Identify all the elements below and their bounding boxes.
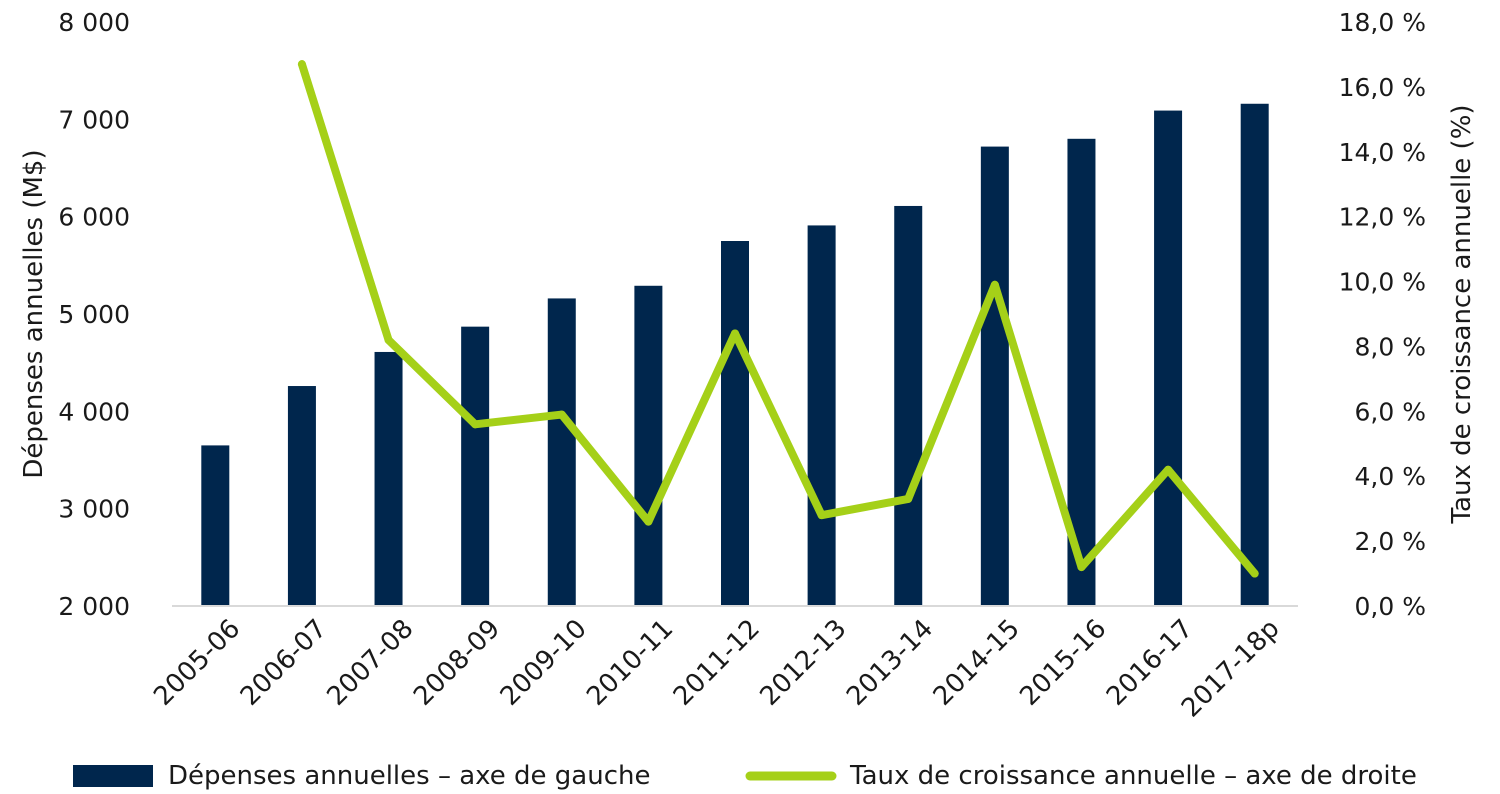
bar-2009-10 <box>547 298 576 606</box>
right-tick-label: 2,0 % <box>1355 527 1426 556</box>
right-axis-title: Taux de croissance annuelle (%) <box>1447 104 1477 524</box>
right-tick-label: 4,0 % <box>1355 462 1426 491</box>
growth-point-2012-13 <box>817 511 826 520</box>
left-tick-label: 4 000 <box>58 397 130 426</box>
x-tick-label: 2006-07 <box>235 614 333 712</box>
legend-bar-swatch <box>73 765 153 787</box>
x-tick-label: 2010-11 <box>581 614 679 712</box>
bar-2010-11 <box>634 285 663 606</box>
x-tick-label: 2009-10 <box>495 614 593 712</box>
left-tick-label: 7 000 <box>58 105 130 134</box>
bar-2013-14 <box>894 205 923 606</box>
x-tick-label: 2007-08 <box>321 614 419 712</box>
right-tick-label: 6,0 % <box>1355 397 1426 426</box>
bar-2007-08 <box>374 351 403 606</box>
right-tick-label: 0,0 % <box>1355 592 1426 621</box>
x-axis-ticks: 2005-062006-072007-082008-092009-102010-… <box>148 614 1285 724</box>
growth-point-2011-12 <box>731 329 739 338</box>
bar-2011-12 <box>721 241 749 606</box>
bar-2008-09 <box>461 326 490 606</box>
growth-point-2006-07 <box>297 60 306 69</box>
right-tick-label: 12,0 % <box>1339 203 1426 232</box>
right-tick-label: 8,0 % <box>1355 332 1426 361</box>
left-axis-title: Dépenses annuelles (M$) <box>19 149 49 478</box>
bar-2017-18p <box>1240 103 1269 606</box>
growth-line-layer <box>297 60 1259 578</box>
left-tick-label: 5 000 <box>58 300 130 329</box>
right-tick-label: 10,0 % <box>1339 268 1426 297</box>
x-tick-label: 2015-16 <box>1014 614 1112 712</box>
bar-2012-13 <box>807 225 836 606</box>
x-tick-label: 2008-09 <box>408 614 506 712</box>
growth-point-2015-16 <box>1077 563 1086 572</box>
growth-point-2016-17 <box>1164 465 1173 474</box>
x-tick-label: 2012-13 <box>755 614 853 712</box>
x-tick-label: 2013-14 <box>841 614 939 712</box>
bar-2005-06 <box>201 445 230 606</box>
legend-bar-label: Dépenses annuelles – axe de gauche <box>168 761 650 791</box>
bar-2006-07 <box>287 386 316 606</box>
growth-point-2017-18p <box>1250 569 1259 578</box>
left-tick-label: 6 000 <box>58 203 130 232</box>
growth-point-2008-09 <box>471 420 480 429</box>
right-tick-label: 18,0 % <box>1339 8 1426 37</box>
x-tick-label: 2011-12 <box>668 614 766 712</box>
legend: Dépenses annuelles – axe de gauche Taux … <box>73 761 1417 791</box>
growth-point-2014-15 <box>990 280 999 289</box>
x-tick-label: 2005-06 <box>148 614 246 712</box>
growth-point-2009-10 <box>557 410 566 419</box>
growth-point-2013-14 <box>904 494 913 503</box>
growth-point-2010-11 <box>644 517 653 526</box>
right-axis-ticks: 0,0 % 2,0 % 4,0 % 6,0 % 8,0 % 10,0 % 12,0 % 14,… <box>1339 8 1426 621</box>
growth-rate-line <box>297 60 1259 578</box>
bar-2016-17 <box>1154 110 1183 606</box>
right-tick-label: 16,0 % <box>1339 73 1426 102</box>
left-axis-ticks: 2 000 3 000 4 000 5 000 6 000 7 000 8 000 <box>58 8 130 621</box>
legend-line-label: Taux de croissance annuelle – axe de dro… <box>849 761 1417 791</box>
right-tick-label: 14,0 % <box>1339 138 1426 167</box>
left-tick-label: 3 000 <box>58 495 130 524</box>
bars-layer <box>201 103 1269 607</box>
bar-2014-15 <box>980 146 1009 606</box>
x-tick-label: 2014-15 <box>928 614 1026 712</box>
left-tick-label: 8 000 <box>58 8 130 37</box>
left-tick-label: 2 000 <box>58 592 130 621</box>
growth-point-2007-08 <box>384 335 393 344</box>
